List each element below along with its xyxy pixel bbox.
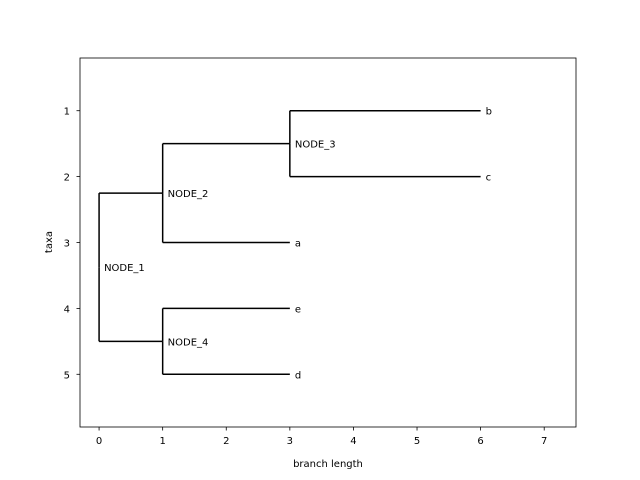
node-labels-group: NODE_1 NODE_2 NODE_3 b c a NODE_4 e d <box>104 107 492 382</box>
x-tick-label: 0 <box>96 436 102 447</box>
y-axis: 1 2 3 4 5 <box>64 107 80 381</box>
x-tick-label: 7 <box>541 436 547 447</box>
node-label-a: a <box>295 239 301 250</box>
x-axis: 0 1 2 3 4 5 6 7 <box>96 427 547 447</box>
x-tick-label: 5 <box>414 436 420 447</box>
node-label-NODE_2: NODE_2 <box>168 189 209 200</box>
x-axis-label: branch length <box>293 459 363 470</box>
y-tick-label: 3 <box>64 239 70 250</box>
node-label-NODE_3: NODE_3 <box>295 140 336 151</box>
y-tick-label: 5 <box>64 370 70 381</box>
x-tick-label: 1 <box>159 436 165 447</box>
node-label-e: e <box>295 304 301 315</box>
node-label-b: b <box>486 107 492 118</box>
node-label-d: d <box>295 370 301 381</box>
node-label-NODE_1: NODE_1 <box>104 263 145 274</box>
y-axis-label: taxa <box>44 231 55 253</box>
y-tick-label: 2 <box>64 173 70 184</box>
node-label-NODE_4: NODE_4 <box>168 337 209 348</box>
node-label-c: c <box>486 173 492 184</box>
y-tick-label: 4 <box>64 304 70 315</box>
x-tick-label: 6 <box>477 436 483 447</box>
x-tick-label: 2 <box>223 436 229 447</box>
x-tick-label: 3 <box>287 436 293 447</box>
y-tick-label: 1 <box>64 107 70 118</box>
x-tick-label: 4 <box>350 436 356 447</box>
branches-group <box>98 109 481 376</box>
